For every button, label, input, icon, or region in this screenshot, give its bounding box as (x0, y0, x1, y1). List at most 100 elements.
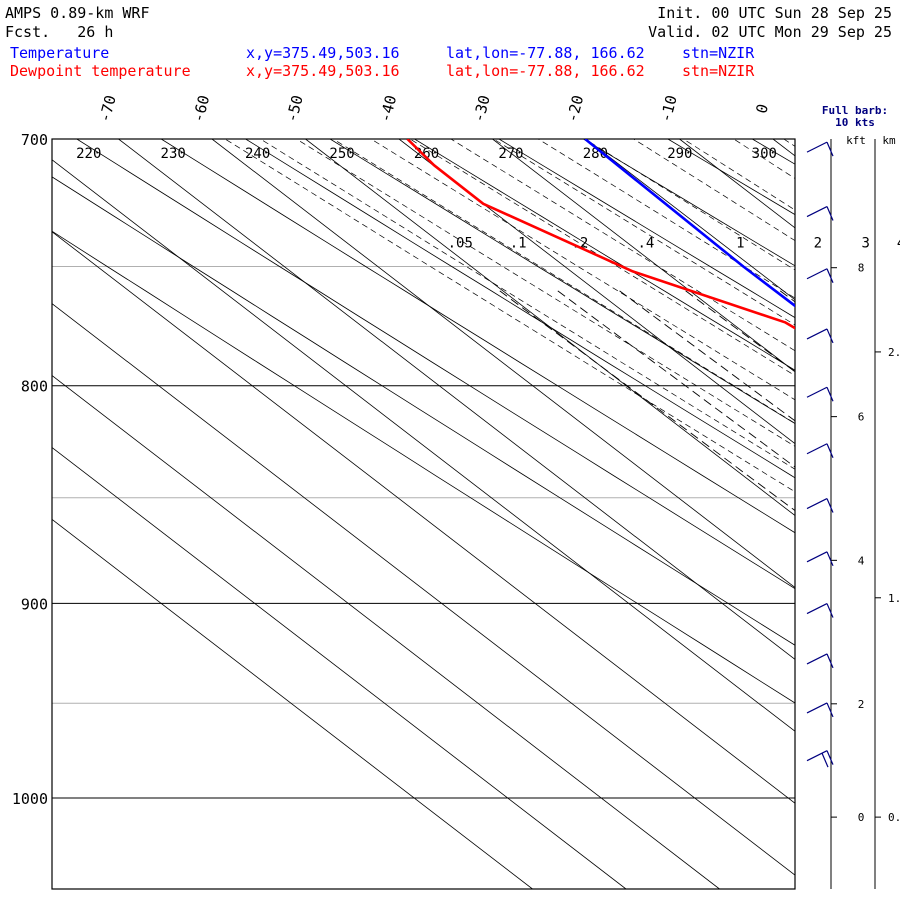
isotherm (52, 303, 795, 876)
wind-barb (806, 603, 834, 618)
isotherm (305, 139, 795, 517)
dry-adiabat (751, 139, 795, 165)
wind-barb (806, 328, 834, 344)
barb-flag (826, 328, 834, 344)
isotherm (118, 139, 795, 660)
moist-adiabat (409, 139, 795, 377)
temperature-tick-label: -10 (656, 93, 680, 124)
moist-adiabat (224, 139, 795, 493)
dry-adiabat (244, 139, 795, 479)
barb-shaft (806, 268, 828, 280)
isotherm (52, 231, 795, 804)
isotherm (867, 139, 900, 889)
dry-adiabat (413, 139, 795, 371)
barb-shaft (806, 603, 828, 615)
mixing-ratio-line (499, 290, 795, 512)
wind-barb (806, 653, 834, 669)
pressure-tick-label: 700 (21, 131, 48, 149)
dry-adiabat (52, 230, 795, 704)
fcst-label: Fcst. (5, 23, 51, 41)
temperature-station: stn=NZIR (682, 44, 755, 62)
moist-adiabat (295, 139, 795, 447)
wind-barb (806, 702, 834, 718)
barb-shaft (806, 141, 828, 153)
moist-adiabat (450, 139, 795, 352)
wind-barb (806, 443, 834, 458)
kft-tick-label: 0 (858, 811, 865, 824)
mixing-ratio-line (685, 290, 795, 373)
barb-shaft (806, 498, 828, 510)
barb-flag (826, 551, 834, 567)
isotherm (585, 139, 795, 301)
barb-flag (826, 498, 834, 513)
barb-shaft (806, 386, 828, 398)
kft-tick-label: 4 (858, 554, 865, 567)
isotherm (398, 139, 795, 445)
wind-barb (806, 498, 834, 513)
dry-adiabat (876, 112, 900, 888)
barb-shaft (806, 653, 828, 665)
temperature-tick-label: -40 (376, 93, 400, 124)
km-header: km (882, 134, 896, 147)
dry-adiabat-label: 220 (76, 146, 101, 162)
fcst-value: 26 h (77, 23, 114, 41)
dewpoint-station: stn=NZIR (682, 62, 755, 80)
mixing-ratio-line (619, 290, 795, 422)
wind-barb (806, 205, 834, 221)
wind-barbs (806, 141, 834, 768)
background-lines (52, 112, 900, 889)
temperature-legend: Temperature (10, 44, 110, 62)
dry-adiabat (791, 112, 900, 888)
wind-barb (806, 141, 834, 157)
barb-shaft (806, 551, 828, 563)
kft-header: kft (846, 134, 866, 147)
mixing-ratio-line (779, 290, 795, 303)
km-tick-label: 2. (888, 346, 900, 359)
wind-barb (806, 551, 834, 567)
isotherm (52, 159, 795, 732)
dry-adiabat-label: 250 (329, 146, 354, 162)
kft-tick-label: 8 (858, 262, 865, 275)
temperature-latlon: lat,lon=-77.88, 166.62 (446, 44, 645, 62)
barb-flag (826, 702, 834, 718)
temperature-tick-label: -50 (282, 93, 306, 124)
moist-adiabat (733, 139, 795, 179)
mixing-ratio-label: .05 (448, 236, 473, 252)
barb-shaft (806, 205, 828, 218)
pressure-tick-label: 900 (21, 595, 48, 613)
dewpoint-latlon: lat,lon=-77.88, 166.62 (446, 62, 645, 80)
dry-adiabat-label: 240 (245, 146, 270, 162)
mixing-ratio-line (858, 291, 900, 888)
isotherm (52, 375, 720, 889)
isotherm (211, 139, 795, 588)
temperature-tick-label: -20 (563, 93, 587, 124)
isotherm (52, 518, 533, 889)
init-time: Init. 00 UTC Sun 28 Sep 25 (657, 4, 892, 22)
dry-adiabat (498, 139, 795, 319)
barb-flag (826, 653, 834, 669)
dry-adiabat (52, 176, 795, 646)
temperature-xy: x,y=375.49,503.16 (246, 44, 400, 62)
temperature-tick-label: 0 (752, 102, 772, 115)
barb-flag (826, 386, 834, 402)
barb-legend-line1: Full barb: (822, 104, 888, 117)
profiles (406, 139, 795, 330)
barb-shaft (806, 702, 828, 714)
isotherm (492, 139, 795, 373)
moist-adiabat (492, 139, 795, 326)
height-axis: 8 6 4 2 0 2. 1. 0. kft km (831, 134, 900, 889)
barb-flag (826, 443, 834, 458)
wind-barb (806, 386, 834, 402)
dry-adiabat-label: 270 (498, 146, 523, 162)
moist-adiabat (682, 139, 795, 211)
moist-adiabat (259, 139, 795, 470)
dewpoint-xy: x,y=375.49,503.16 (246, 62, 400, 80)
temperature-tick-label: -70 (95, 93, 119, 124)
temperature-tick-label: -60 (189, 93, 213, 124)
moist-adiabat (332, 139, 795, 424)
forecast-hour: Fcst. 26 h (5, 23, 113, 41)
barb-shaft (806, 443, 828, 455)
barb-flag (826, 750, 834, 765)
